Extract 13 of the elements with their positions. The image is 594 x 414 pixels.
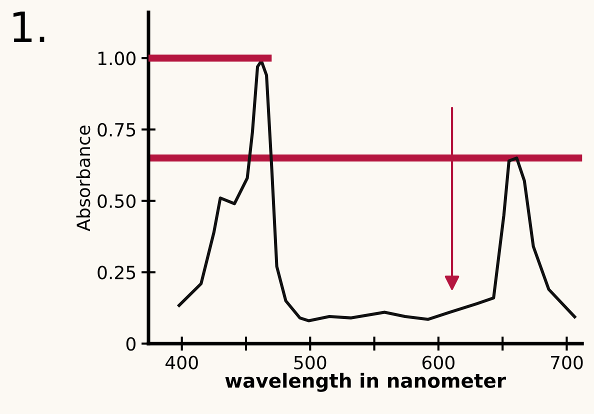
x-tick-label: 600 — [422, 356, 454, 370]
y-axis-title: Absorbance — [76, 126, 90, 232]
line-series — [176, 59, 578, 322]
text: 1. — [13, 12, 44, 42]
y-tick-label: 0.50 — [98, 194, 136, 208]
y-tick-label: 0.25 — [98, 266, 136, 280]
x-axis-title: wavelength in nanometer — [225, 372, 506, 392]
y-tick-label: 0.75 — [98, 122, 136, 137]
x-tick-label: 500 — [294, 356, 326, 370]
x-tick-label: 700 — [550, 356, 583, 370]
x-tick-label: 400 — [166, 356, 198, 370]
y-tick-label: 1.00 — [98, 52, 136, 66]
y-tick-label: 0 — [126, 337, 136, 351]
